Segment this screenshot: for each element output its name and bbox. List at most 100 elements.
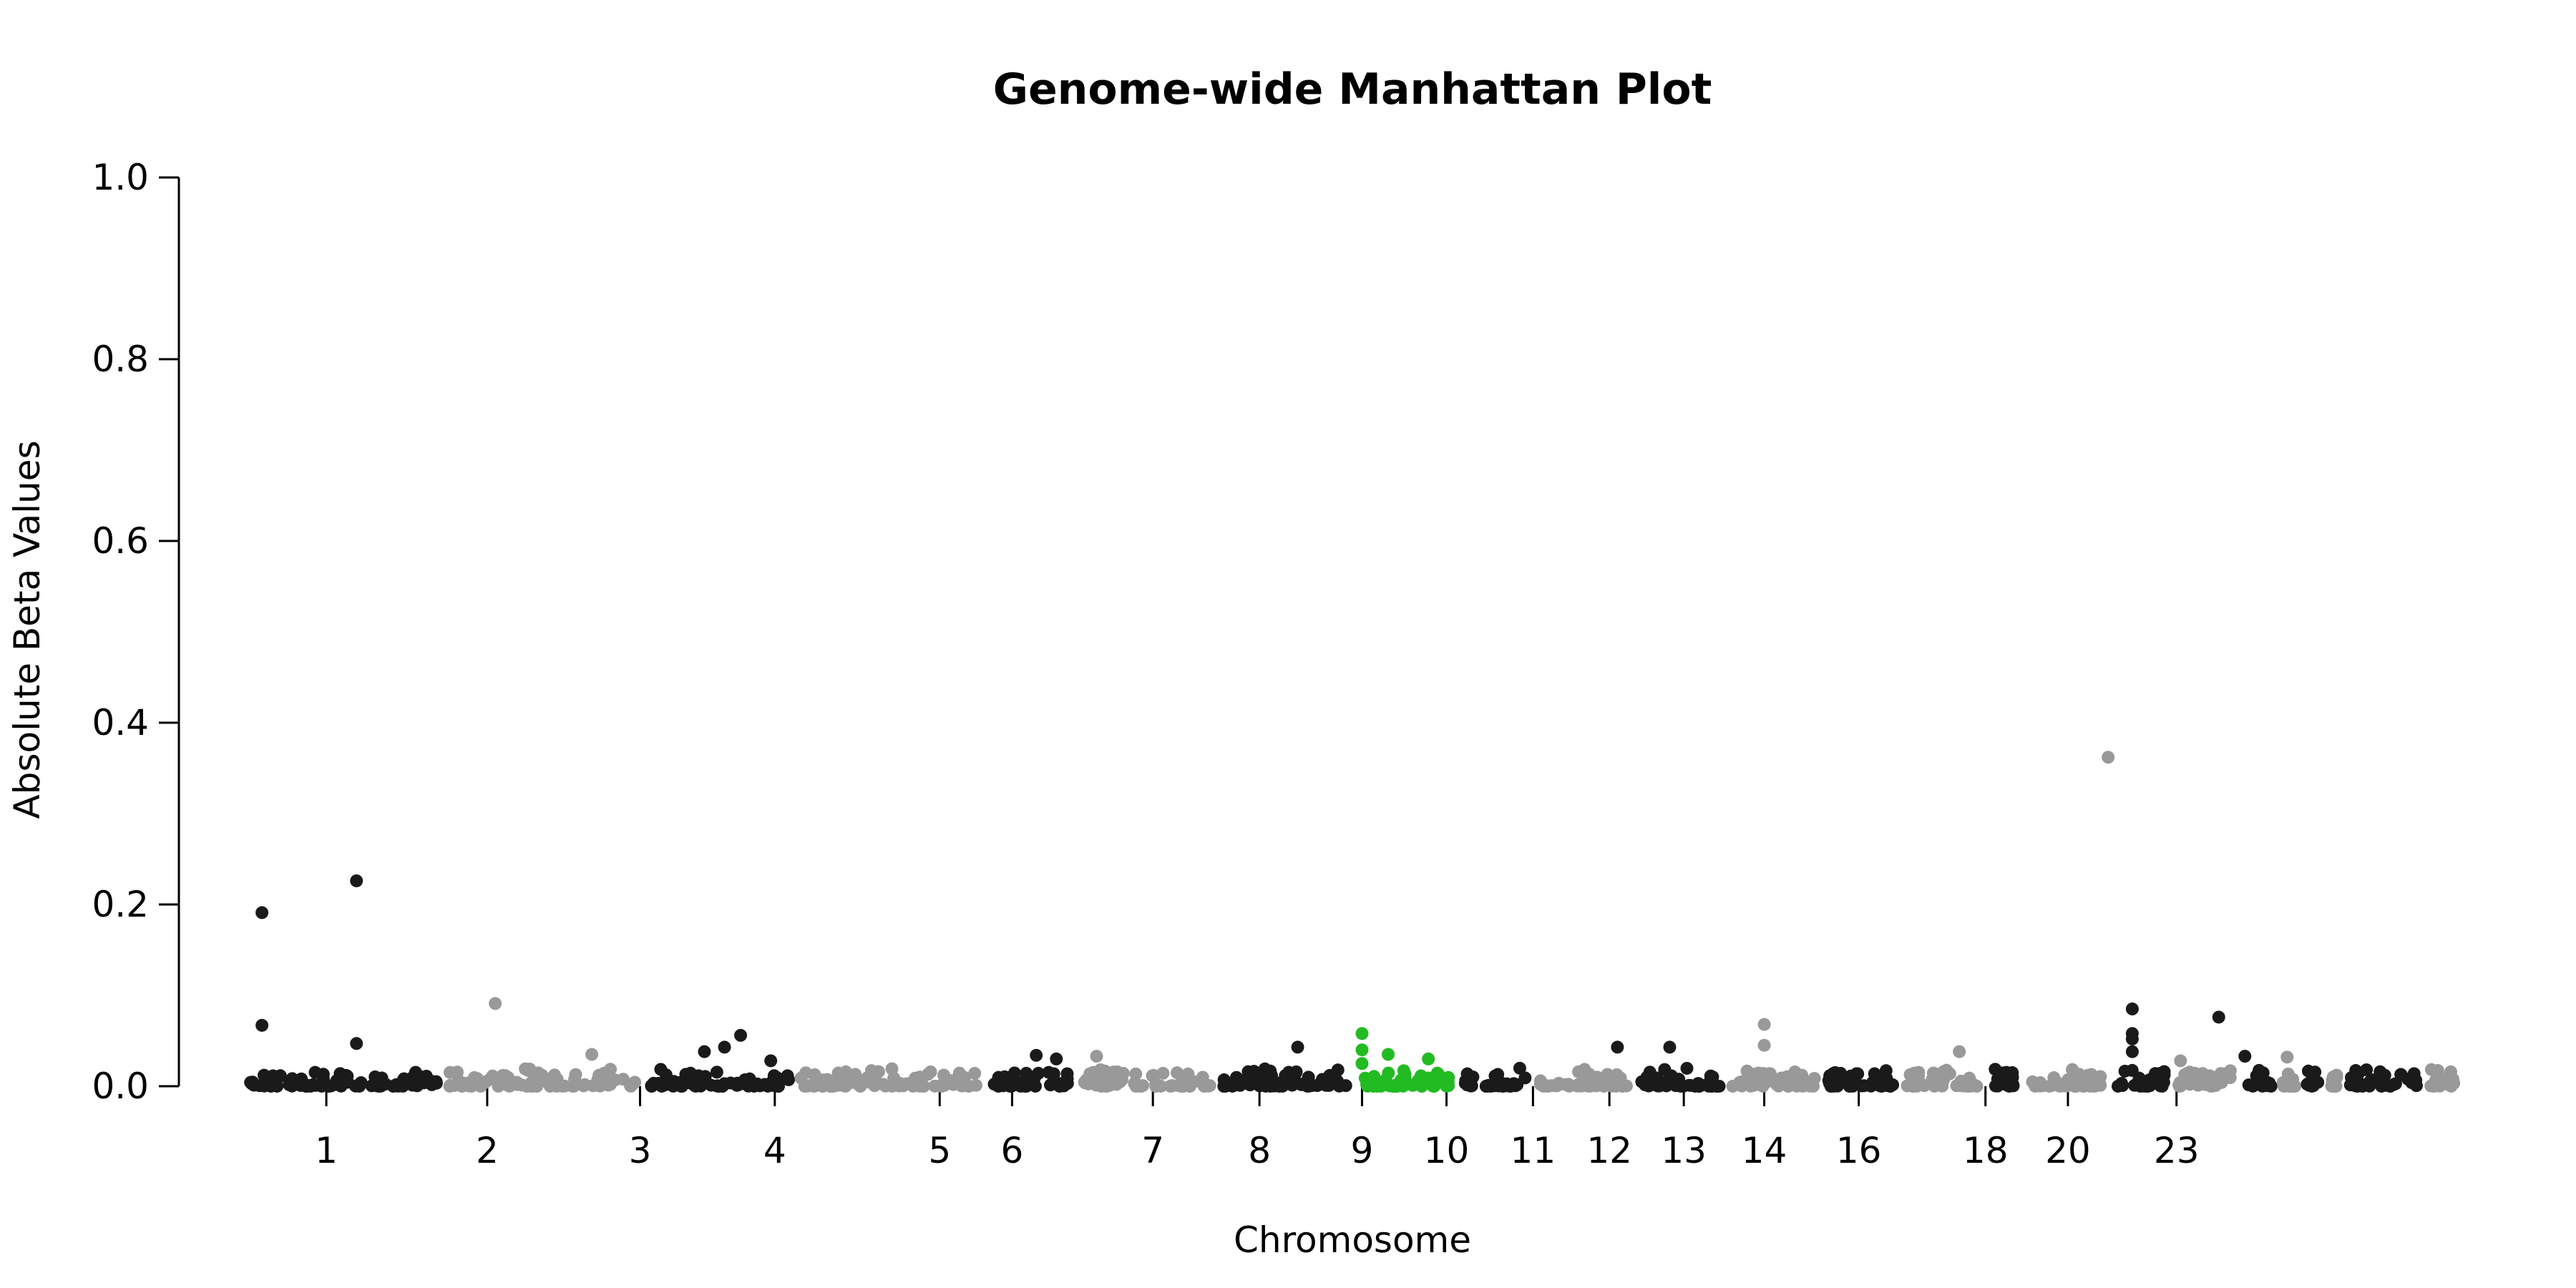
data-point [2246,1079,2260,1093]
data-point [1229,1070,1243,1084]
data-point [627,1076,640,1090]
data-point [1411,1074,1425,1088]
data-point [585,1048,599,1061]
data-point [1149,1079,1163,1093]
data-point [2033,1079,2046,1093]
data-point [412,1069,426,1083]
data-point [350,874,364,887]
x-tick-label: 6 [1001,1130,1024,1171]
x-tick-label: 23 [2154,1130,2200,1171]
x-tick-label: 12 [1586,1130,1632,1171]
data-point [877,1078,890,1091]
data-point [1828,1065,1842,1079]
data-point [710,1065,723,1079]
data-point [698,1070,712,1083]
data-point [1763,1067,1777,1080]
data-point [1096,1075,1109,1088]
data-point [1289,1067,1302,1080]
data-point [854,1079,867,1093]
data-point [306,1078,320,1091]
data-point [489,997,502,1010]
data-point [535,1068,549,1082]
data-point [1060,1067,1074,1080]
data-point [1745,1071,1759,1085]
data-point [2375,1079,2389,1093]
y-tick-label: 0.4 [92,702,149,743]
data-point [1855,1079,1869,1093]
data-point [2431,1064,2444,1078]
x-tick-label: 13 [1661,1130,1707,1171]
data-point [2212,1010,2225,1024]
x-tick-label: 10 [1424,1130,1470,1171]
data-point [1662,1073,1676,1086]
y-tick-label: 0.8 [92,338,149,380]
data-point [2373,1065,2387,1078]
data-point [1197,1079,1211,1093]
data-points [244,751,2461,1093]
data-point [2203,1069,2217,1083]
data-point [716,1079,729,1093]
x-tick-label: 4 [763,1130,786,1171]
data-point [2084,1068,2098,1081]
data-point [492,1079,505,1093]
data-point [2155,1079,2169,1093]
data-point [2046,1078,2060,1092]
data-point [654,1063,668,1076]
data-point [1382,1066,1395,1080]
data-point [2328,1079,2342,1093]
x-tick-label: 20 [2045,1130,2091,1171]
x-tick-label: 16 [1836,1130,1882,1171]
data-point [1390,1079,1403,1093]
data-point [1090,1050,1103,1063]
data-point [1355,1057,1369,1070]
data-point [1422,1052,1435,1065]
data-point [1050,1052,1063,1065]
data-point [1963,1071,1976,1085]
x-axis: 1 2 3 4 5 6 7 8 9 10 11 12 13 14 16 18 20 23 [315,1086,2200,1171]
x-tick-label: 8 [1248,1130,1271,1171]
data-point [2125,1032,2139,1045]
data-point [1488,1069,1502,1083]
x-tick-label: 9 [1351,1130,1374,1171]
x-tick-label: 5 [928,1130,951,1171]
data-point [698,1045,711,1058]
data-point [1757,1038,1771,1052]
data-point [968,1067,982,1080]
data-point [443,1065,457,1079]
data-point [2004,1070,2018,1084]
data-point [1397,1064,1410,1078]
data-point [456,1079,469,1093]
data-point [1692,1079,1705,1093]
y-tick-label: 0.2 [92,884,149,925]
data-point [316,1068,330,1081]
data-point [1440,1079,1453,1093]
data-point [933,1079,947,1093]
data-point [255,906,269,919]
y-tick-label: 0.0 [92,1065,149,1107]
data-point [2116,1079,2129,1093]
data-point [2125,1045,2139,1058]
data-point [659,1078,673,1091]
data-point [957,1070,971,1084]
data-point [770,1070,784,1084]
data-point [1936,1079,1949,1093]
data-point [1541,1079,1555,1093]
data-point [2157,1065,2171,1078]
data-point [1640,1070,1654,1084]
data-point [2062,1073,2075,1086]
data-point [1156,1066,1170,1080]
data-point [496,1069,509,1083]
data-point [738,1077,751,1091]
x-tick-label: 2 [476,1130,499,1171]
data-point [734,1028,748,1042]
data-point [1825,1076,1838,1090]
data-point [1113,1075,1127,1088]
data-point [885,1062,899,1075]
data-point [1339,1079,1352,1093]
data-point [1488,1079,1501,1093]
y-axis-label: Absolute Beta Values [6,441,48,819]
data-point [1049,1075,1063,1088]
data-point [1780,1070,1794,1083]
x-tick-label: 14 [1742,1130,1787,1171]
